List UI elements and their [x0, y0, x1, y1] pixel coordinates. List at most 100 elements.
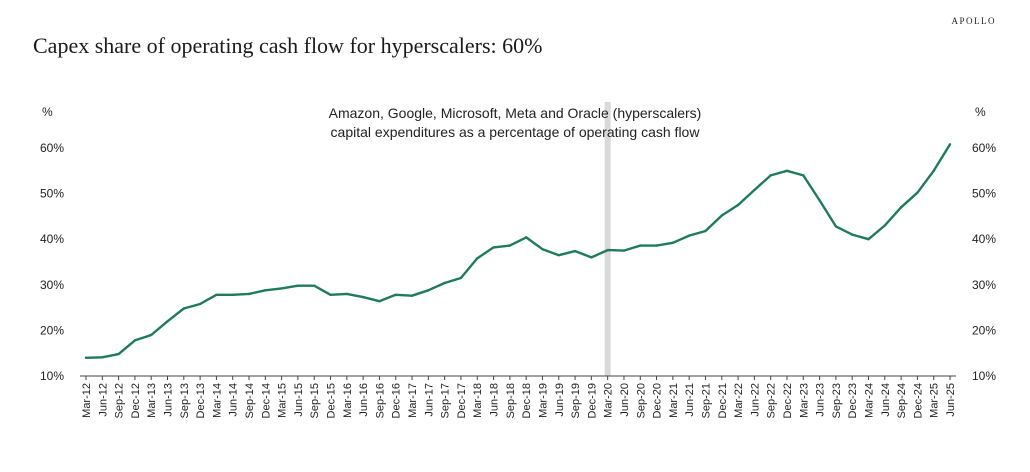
data-point: [182, 307, 186, 310]
y-axis-left: % 10% 20% 30% 40% 50% 60%: [40, 105, 64, 383]
x-tick-label: Dec-23: [847, 383, 859, 418]
x-tick-label: Mar-21: [668, 383, 680, 418]
brand-logo-text: APOLLO: [951, 16, 996, 26]
x-tick-label: Mar-23: [798, 383, 810, 418]
x-tick-label: Jun-25: [945, 383, 957, 417]
chart-annotation: Amazon, Google, Microsoft, Meta and Orac…: [329, 105, 702, 140]
data-point: [492, 246, 495, 249]
y-axis-unit-right: %: [975, 105, 986, 119]
data-point: [150, 333, 153, 337]
data-point: [101, 356, 104, 359]
data-point: [687, 234, 691, 237]
x-tick-label: Sep-21: [700, 383, 712, 418]
data-point: [459, 276, 463, 280]
data-point: [215, 293, 218, 297]
data-point: [802, 174, 805, 177]
y-tick-label-left: 50%: [40, 187, 64, 201]
x-tick-label: Sep-16: [374, 383, 386, 418]
data-point: [198, 302, 202, 306]
x-tick-label: Sep-22: [766, 383, 778, 418]
x-tick-label: Jun-12: [97, 383, 109, 417]
x-tick-label: Dec-17: [456, 383, 468, 418]
data-point: [850, 233, 854, 236]
x-tick-label: Jun-21: [684, 383, 696, 417]
x-tick-label: Jun-20: [619, 383, 631, 417]
data-point: [655, 244, 658, 247]
x-axis: Mar-12 Jun-12 Sep-12 Dec-12 Mar-13 Jun-13 Sep-…: [80, 375, 957, 418]
highlight-layer: [604, 102, 611, 376]
data-point: [345, 292, 349, 296]
x-tick-label: Mar-24: [863, 383, 875, 418]
annotation-line-1: Amazon, Google, Microsoft, Meta and Orac…: [329, 105, 702, 121]
x-tick-label: Jun-17: [423, 383, 435, 417]
x-tick-label: Dec-14: [260, 383, 272, 418]
x-tick-label: Sep-20: [635, 383, 647, 418]
x-tick-label: Dec-18: [521, 383, 533, 418]
data-point: [476, 257, 479, 260]
x-tick-label: Mar-12: [81, 383, 93, 418]
x-tick-label: Sep-17: [440, 383, 452, 418]
page-title: Capex share of operating cash flow for h…: [33, 33, 543, 58]
x-tick-label: Mar-15: [277, 383, 289, 418]
x-tick-label: Mar-17: [407, 383, 419, 418]
x-tick-label: Sep-15: [309, 383, 321, 418]
x-tick-label: Mar-14: [211, 383, 223, 418]
data-point: [557, 253, 560, 257]
y-tick-label-left: 40%: [40, 232, 64, 246]
y-tick-label-right: 10%: [972, 369, 996, 383]
data-point: [704, 229, 707, 233]
data-point: [818, 199, 821, 202]
highlight-band: [604, 102, 611, 376]
data-point: [639, 244, 642, 247]
x-tick-label: Dec-15: [326, 383, 338, 418]
data-point: [736, 203, 740, 207]
data-point: [231, 293, 234, 297]
x-tick-label: Jun-15: [293, 383, 305, 417]
x-tick-label: Dec-21: [717, 383, 729, 418]
data-point: [834, 225, 838, 228]
x-tick-label: Dec-12: [130, 383, 142, 418]
data-point: [606, 248, 609, 252]
x-tick-label: Mar-13: [146, 383, 158, 418]
x-tick-label: Sep-24: [896, 383, 908, 418]
x-tick-label: Sep-13: [179, 383, 191, 418]
x-tick-label: Jun-22: [749, 383, 761, 417]
data-point: [296, 284, 300, 287]
series-line: [85, 143, 952, 359]
x-tick-label: Sep-14: [244, 383, 256, 418]
data-point: [916, 191, 919, 194]
data-point: [378, 300, 381, 303]
data-point: [329, 293, 332, 297]
annotation-line-2: capital expenditures as a percentage of …: [331, 124, 701, 140]
x-tick-label: Dec-13: [195, 383, 207, 418]
y-tick-label-right: 40%: [972, 232, 996, 246]
data-point: [427, 289, 430, 292]
data-point: [264, 289, 267, 292]
data-point: [785, 169, 789, 172]
data-point: [443, 281, 446, 285]
data-point: [720, 214, 723, 217]
y-axis-unit-left: %: [42, 105, 53, 119]
series-layer: [84, 143, 952, 359]
data-point: [280, 287, 283, 290]
data-point: [541, 248, 544, 251]
x-tick-label: Sep-19: [570, 383, 582, 418]
x-tick-label: Jun-13: [163, 383, 175, 417]
data-point: [753, 188, 756, 192]
data-point: [84, 356, 88, 359]
data-point: [573, 249, 577, 253]
y-tick-label-left: 10%: [40, 369, 64, 383]
y-tick-label-right: 50%: [972, 187, 996, 201]
x-tick-label: Mar-19: [537, 383, 549, 418]
x-tick-label: Sep-12: [114, 383, 126, 418]
y-tick-label-right: 60%: [972, 141, 996, 155]
x-tick-label: Dec-20: [652, 383, 664, 418]
x-tick-label: Dec-24: [912, 383, 924, 418]
x-tick-label: Dec-16: [391, 383, 403, 418]
data-point: [394, 293, 397, 297]
x-tick-label: Jun-24: [880, 383, 892, 417]
x-tick-label: Mar-18: [472, 383, 484, 418]
y-tick-label-left: 60%: [40, 141, 64, 155]
x-tick-label: Jun-19: [554, 383, 566, 417]
